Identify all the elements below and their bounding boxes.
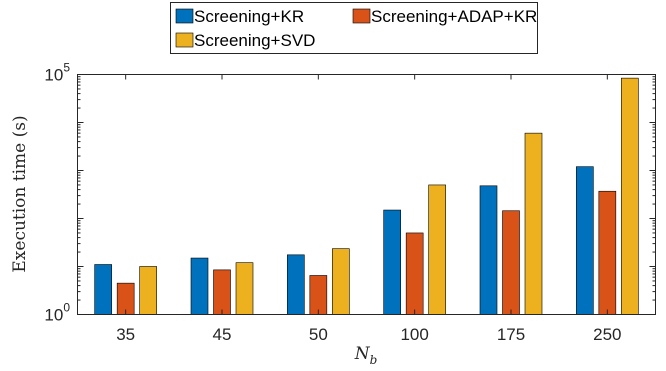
x-axis-label: Nb <box>354 344 378 367</box>
x-tick-label: 50 <box>309 325 328 344</box>
bar-screening-adap-kr-175 <box>502 210 520 315</box>
legend-swatch-screening-adap-kr <box>352 8 371 24</box>
bar-screening-kr-45 <box>190 257 209 315</box>
bars-group <box>94 77 639 315</box>
legend: Screening+KR Screening+ADAP+KR Screening+S… <box>170 2 538 54</box>
bar-screening-kr-50 <box>287 254 305 315</box>
legend-swatch-screening-svd <box>175 32 194 48</box>
bar-screening-svd-50 <box>332 248 350 315</box>
x-tick-label: 250 <box>593 325 621 344</box>
bar-screening-adap-kr-250 <box>598 190 617 315</box>
x-tick-label: 100 <box>400 325 428 344</box>
bar-screening-adap-kr-100 <box>405 232 424 315</box>
x-tick-label: 35 <box>116 325 135 344</box>
bar-screening-svd-45 <box>235 262 254 315</box>
bar-screening-svd-175 <box>524 132 543 315</box>
bar-screening-adap-kr-50 <box>309 275 328 315</box>
svg-text:Nb: Nb <box>354 344 378 367</box>
bar-screening-svd-35 <box>139 266 157 315</box>
y-axis-label: Execution time (s) <box>10 115 30 272</box>
x-tick-label: 45 <box>213 325 232 344</box>
legend-label-screening-kr: Screening+KR <box>194 7 304 26</box>
legend-label-screening-adap-kr: Screening+ADAP+KR <box>371 7 537 26</box>
legend-swatch-screening-kr <box>175 8 194 24</box>
bar-screening-kr-175 <box>479 185 498 315</box>
y-tick-label: 105 <box>44 61 70 85</box>
bar-screening-kr-100 <box>383 209 401 315</box>
bar-screening-kr-250 <box>576 166 594 315</box>
legend-label-screening-svd: Screening+SVD <box>194 31 315 50</box>
y-tick-label: 100 <box>44 301 70 325</box>
plot-area-frame <box>77 74 656 315</box>
bar-screening-kr-35 <box>94 264 112 315</box>
bar-screening-svd-250 <box>621 77 639 315</box>
bar-screening-svd-100 <box>428 184 446 315</box>
ticks-group: 35 45 50 100 175 250 100 105 <box>44 61 656 344</box>
x-tick-label: 175 <box>497 325 525 344</box>
bar-screening-adap-kr-45 <box>213 269 231 315</box>
